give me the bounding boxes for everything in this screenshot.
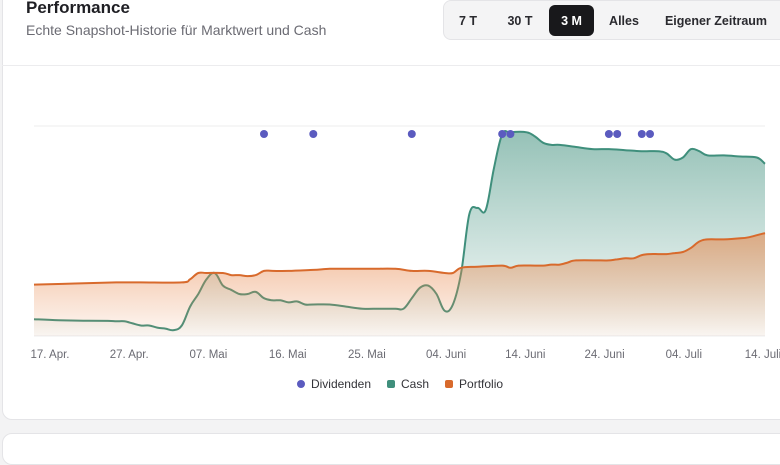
legend-swatch-portfolio [445,380,454,388]
dividend-point-8[interactable] [637,130,646,138]
dividend-point-6[interactable] [604,130,613,138]
x-tick-label-6: 04. Juni [426,349,466,361]
legend-item-cash[interactable]: Cash [387,377,429,391]
x-tick-label-8: 24. Juni [584,349,624,361]
legend-label-portfolio: Portfolio [459,377,504,391]
dividend-point-4[interactable] [498,130,507,138]
legend-item-dividenden[interactable]: Dividenden [296,377,371,391]
range-button-alles[interactable]: Alles [602,5,646,36]
dividend-point-5[interactable] [506,130,515,138]
legend-label-cash: Cash [401,377,430,391]
range-button-3m[interactable]: 3 M [549,5,594,36]
dividend-point-3[interactable] [407,130,416,138]
range-button-30t[interactable]: 30 T [497,5,543,36]
dividend-point-2[interactable] [309,130,318,138]
range-button-7t[interactable]: 7 T [451,5,485,36]
x-tick-label-7: 14. Juni [505,349,545,361]
page-title: Performance [26,0,130,17]
chart-legend: Dividenden Cash Portfolio [0,377,780,391]
x-tick-label-3: 07. Mai [190,349,228,361]
performance-chart: 17. Apr. 27. Apr. 07. Mai 16. Mai 25. Mai 04.… [30,125,780,361]
dividend-point-1[interactable] [260,130,268,138]
x-tick-label-4: 16. Mai [269,349,307,361]
x-tick-label-5: 25. Mai [348,349,386,361]
dividend-point-7[interactable] [613,130,622,138]
x-tick-label-2: 27. Apr. [110,349,149,361]
range-button-custom[interactable]: Eigener Zeitraum [656,5,776,36]
legend-label-dividenden: Dividenden [310,377,371,391]
header-divider [2,65,780,66]
x-tick-label-9: 04. Juli [666,349,702,361]
time-range-selector: 7 T 30 T 3 M Alles Eigener Zeitraum [443,0,780,40]
series-area-portfolio [34,233,765,336]
dividend-point-9[interactable] [646,130,654,138]
next-card [2,433,780,465]
legend-swatch-dividenden [296,380,305,388]
page-subtitle: Echte Snapshot-Historie für Marktwert un… [26,22,327,38]
x-tick-label-1: 17. Apr. [30,349,69,361]
legend-swatch-cash [387,380,395,388]
legend-item-portfolio[interactable]: Portfolio [445,377,503,391]
x-tick-label-10: 14. Juli [745,349,780,361]
series-line-portfolio [33,232,766,286]
